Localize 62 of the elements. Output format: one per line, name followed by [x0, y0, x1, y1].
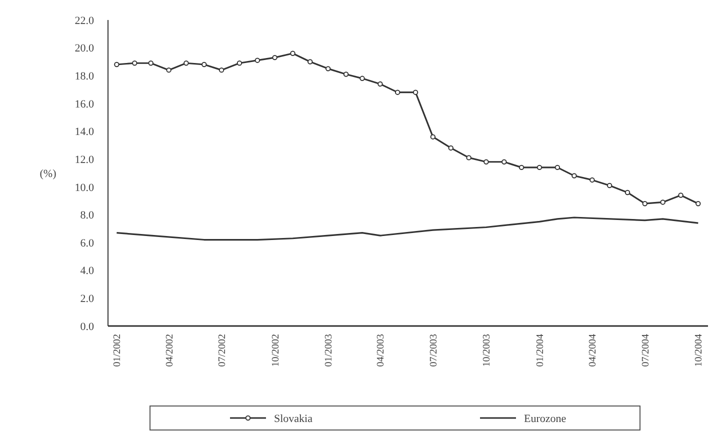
x-tick-label: 01/2004 [534, 334, 546, 367]
point [343, 72, 349, 77]
point [466, 155, 472, 160]
point [166, 67, 172, 73]
y-axis-title: (%) [40, 168, 57, 180]
point [184, 60, 189, 66]
point [606, 182, 612, 188]
x-tick-label: 04/2004 [588, 334, 599, 367]
x-tick-label: 10/2003 [482, 334, 493, 367]
x-tick-label: 07/2002 [217, 334, 228, 367]
y-tick-label: 2.0 [80, 293, 94, 306]
x-tick-label: 07/2004 [640, 334, 652, 367]
point [394, 90, 400, 95]
point [254, 58, 260, 63]
y-tick-label: 22.0 [74, 14, 94, 27]
point [272, 54, 278, 60]
point [114, 62, 120, 68]
y-tick-label: 16.0 [74, 98, 94, 110]
point [484, 159, 489, 164]
x-tick-label: 01/2003 [324, 334, 335, 367]
point [132, 60, 138, 66]
point [502, 159, 507, 164]
x-tick-label: 01/2002 [112, 334, 124, 367]
point [448, 145, 454, 151]
point [590, 177, 595, 183]
point [360, 76, 365, 82]
legend-label: Eurozone [524, 412, 566, 425]
point [660, 200, 666, 205]
point [696, 200, 701, 206]
point [642, 200, 648, 206]
y-tick-label: 8.0 [80, 210, 94, 222]
point [236, 60, 242, 66]
point [624, 190, 630, 196]
point [678, 192, 684, 198]
x-tick-label: 04/2003 [376, 334, 387, 367]
point [308, 59, 313, 64]
y-tick-label: 10.0 [74, 182, 94, 194]
x-tick-label: 07/2003 [428, 334, 440, 367]
point [412, 90, 418, 95]
y-tick-label: 4.0 [80, 265, 94, 278]
y-tick-label: 18.0 [74, 70, 94, 82]
point [554, 164, 560, 170]
y-tick-label: 14.0 [74, 126, 94, 138]
point [290, 50, 296, 56]
y-tick-label: 0.0 [80, 320, 94, 333]
x-tick-label: 04/2002 [164, 334, 176, 367]
point [518, 164, 524, 170]
y-tick-label: 6.0 [80, 237, 94, 250]
point [202, 62, 207, 68]
point [218, 67, 224, 73]
y-tick-label: 20.0 [74, 42, 94, 55]
point [325, 66, 331, 72]
point [148, 60, 154, 66]
point [378, 81, 383, 87]
point [572, 173, 577, 178]
legend-label: Slovakia [274, 412, 313, 425]
point [430, 134, 436, 140]
point [536, 164, 542, 170]
line-series [116, 216, 699, 241]
x-tick-label: 10/2002 [270, 334, 282, 367]
y-tick-label: 12.0 [74, 154, 94, 166]
x-tick-label: 10/2004 [694, 334, 705, 367]
